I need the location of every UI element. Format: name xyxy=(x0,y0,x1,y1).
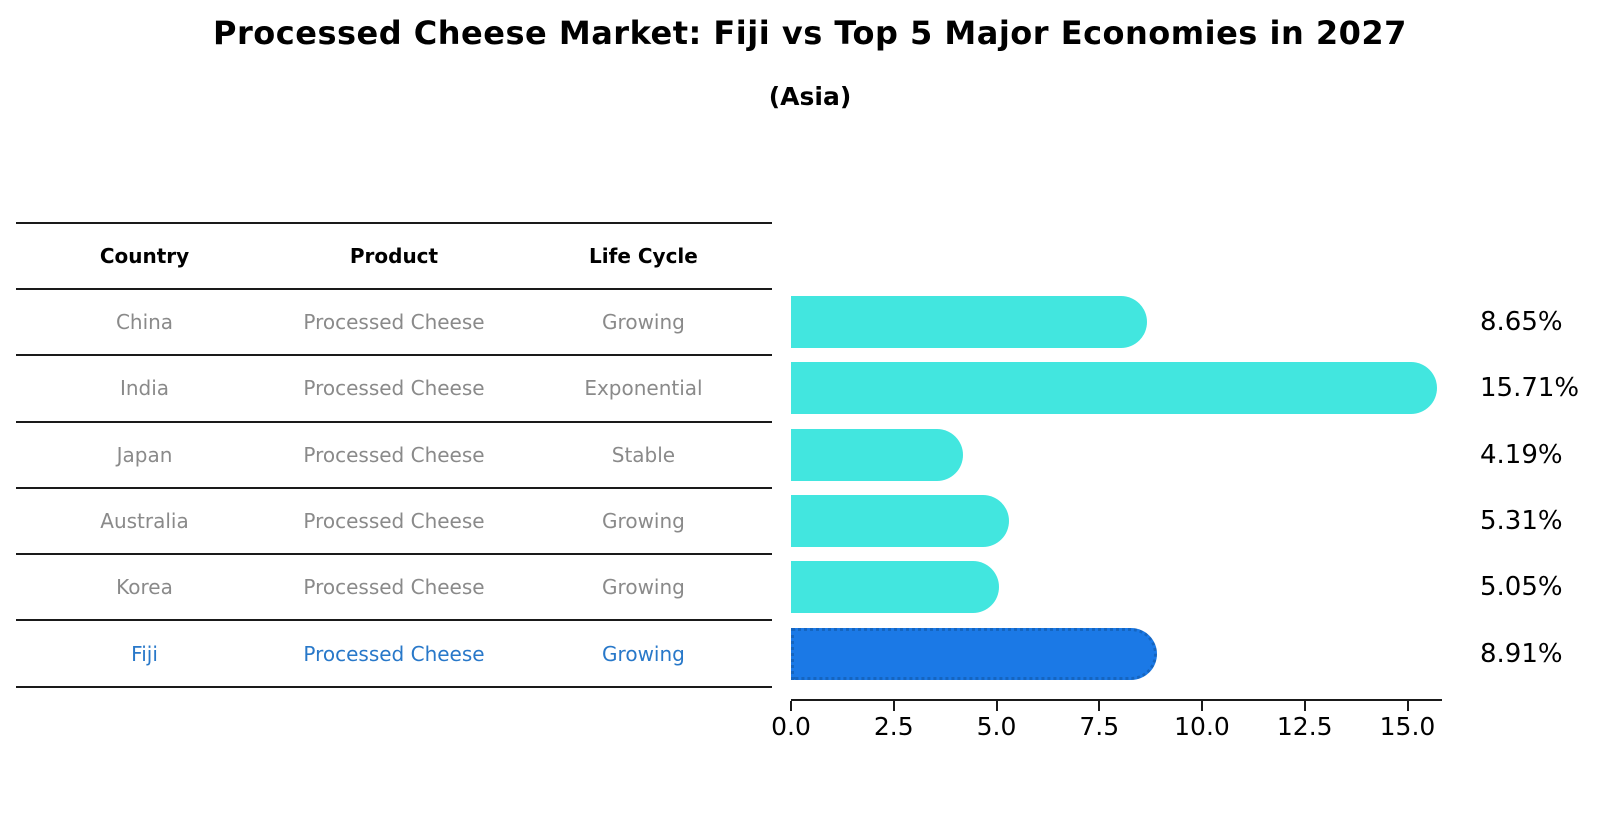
table-cell-country: Australia xyxy=(100,509,189,534)
x-axis-line xyxy=(791,699,1442,701)
x-axis-tick xyxy=(1201,701,1203,711)
bar-value-label: 8.91% xyxy=(1480,638,1563,669)
x-axis-tick xyxy=(995,701,998,711)
table-cell-life-cycle: Growing xyxy=(602,641,685,666)
chart-subtitle: (Asia) xyxy=(768,82,852,111)
table-cell-country: China xyxy=(115,310,174,335)
bar-value-label: 15.71% xyxy=(1480,373,1580,404)
table-header-cell: Product xyxy=(349,244,439,268)
table-row: Australia Processed Cheese Growing xyxy=(16,489,772,556)
bar-india xyxy=(791,362,1437,415)
bar-value-label: 5.31% xyxy=(1480,505,1563,536)
bar-value-label: 5.05% xyxy=(1480,572,1563,603)
bar-fiji xyxy=(791,627,1158,680)
table-row: Japan Processed Cheese Stable xyxy=(16,423,772,489)
bar-china xyxy=(791,296,1147,348)
table-cell-product: Processed Cheese xyxy=(303,310,485,335)
x-axis-tick-label: 12.5 xyxy=(1276,712,1333,741)
x-axis-tick-label: 10.0 xyxy=(1174,712,1230,741)
x-axis-tick-label: 0.0 xyxy=(771,712,811,741)
x-axis-tick xyxy=(1303,701,1306,711)
country-table: Country Product Life Cycle China Processed C… xyxy=(16,222,772,688)
table-cell-life-cycle: Growing xyxy=(602,310,685,335)
table-cell-product: Processed Cheese xyxy=(303,376,485,401)
x-axis-tick-label: 15.0 xyxy=(1379,712,1436,741)
x-axis-tick-label: 2.5 xyxy=(873,712,914,741)
x-axis-tick xyxy=(1406,701,1409,711)
table-cell-product: Processed Cheese xyxy=(303,641,485,666)
table-cell-life-cycle: Growing xyxy=(602,575,685,600)
table-cell-life-cycle: Stable xyxy=(611,442,676,467)
bar-australia xyxy=(791,494,1010,547)
table-cell-product: Processed Cheese xyxy=(303,509,485,534)
table-cell-country: Japan xyxy=(116,442,173,467)
table-row: Fiji Processed Cheese Growing xyxy=(16,621,772,688)
table-row: China Processed Cheese Growing xyxy=(16,290,772,357)
x-axis-tick xyxy=(892,701,895,711)
table-cell-country: India xyxy=(119,376,170,401)
bar-korea xyxy=(791,561,999,614)
table-cell-product: Processed Cheese xyxy=(303,575,485,600)
x-axis-tick-label: 7.5 xyxy=(1079,712,1120,741)
x-axis-tick-label: 5.0 xyxy=(976,712,1017,741)
chart-title: Processed Cheese Market: Fiji vs Top 5 M… xyxy=(213,14,1407,52)
table-row: India Processed Cheese Exponential xyxy=(16,356,772,423)
table-cell-product: Processed Cheese xyxy=(303,442,485,467)
table-cell-country: Fiji xyxy=(131,641,158,666)
table-row: Korea Processed Cheese Growing xyxy=(16,555,772,622)
bar-value-label: 4.19% xyxy=(1480,439,1563,470)
bar-value-label: 8.65% xyxy=(1480,307,1563,337)
table-cell-life-cycle: Exponential xyxy=(584,376,703,401)
x-axis-tick xyxy=(1098,701,1101,711)
table-cell-life-cycle: Growing xyxy=(602,509,685,534)
table-cell-country: Korea xyxy=(116,575,173,600)
x-axis-tick xyxy=(790,701,792,711)
table-header-row: Country Product Life Cycle xyxy=(16,224,772,290)
table-header-cell: Country xyxy=(99,244,190,268)
bar-japan xyxy=(791,428,964,481)
table-header-cell: Life Cycle xyxy=(589,244,698,268)
